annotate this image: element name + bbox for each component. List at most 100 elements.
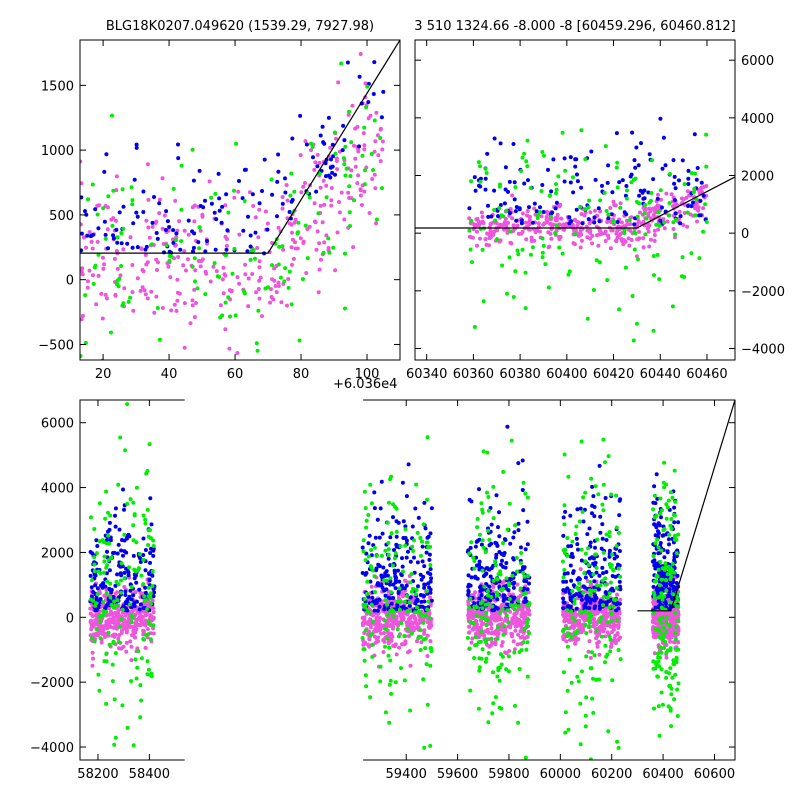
- data-point-violet: [335, 230, 340, 235]
- data-point-green: [92, 569, 97, 574]
- data-point-blue: [283, 190, 288, 195]
- data-point-blue: [519, 221, 524, 226]
- data-point-blue: [506, 189, 510, 194]
- data-point-violet: [113, 591, 118, 596]
- data-point-blue: [699, 180, 704, 185]
- data-point-violet: [490, 630, 495, 635]
- data-point-violet: [118, 273, 123, 278]
- data-point-violet: [375, 611, 380, 616]
- data-point-blue: [652, 563, 657, 568]
- data-point-blue: [500, 558, 504, 563]
- data-point-green: [112, 742, 117, 747]
- data-point-green: [584, 695, 589, 700]
- data-point-violet: [425, 654, 430, 658]
- data-point-green: [383, 548, 388, 553]
- data-point-violet: [659, 197, 663, 202]
- data-point-blue: [657, 523, 662, 528]
- data-point-blue: [129, 597, 134, 602]
- data-point-blue: [508, 541, 513, 546]
- data-point-green: [148, 591, 153, 596]
- data-point-violet: [358, 187, 363, 192]
- data-point-blue: [428, 579, 433, 584]
- data-point-green: [566, 272, 571, 277]
- data-point-green: [614, 618, 619, 623]
- data-point-blue: [567, 215, 572, 220]
- data-point-violet: [194, 301, 198, 305]
- data-point-blue: [102, 219, 107, 224]
- data-point-green: [220, 313, 225, 318]
- panel-full-lightcurve: 58200 58400 59400 59600 59800 60000 60200 60400…: [30, 398, 736, 782]
- data-point-violet: [346, 112, 351, 117]
- data-point-blue: [581, 519, 586, 524]
- data-point-green: [474, 642, 479, 647]
- data-point-violet: [475, 626, 479, 631]
- data-point-green: [395, 627, 400, 632]
- data-point-blue: [502, 551, 507, 555]
- data-point-violet: [223, 327, 228, 332]
- data-point-green: [562, 452, 567, 457]
- data-point-violet: [641, 236, 646, 241]
- data-point-green: [475, 525, 480, 530]
- data-point-blue: [489, 541, 494, 546]
- data-point-violet: [527, 214, 532, 219]
- data-point-blue: [574, 207, 579, 212]
- data-point-violet: [154, 219, 159, 224]
- data-point-green: [386, 547, 391, 552]
- data-point-blue: [109, 590, 114, 595]
- data-point-green: [254, 341, 259, 346]
- data-point-blue: [514, 218, 519, 223]
- data-point-green: [212, 261, 217, 266]
- data-point-green: [465, 635, 470, 640]
- data-point-violet: [466, 599, 471, 604]
- data-point-green: [391, 502, 395, 507]
- data-point-green: [481, 616, 486, 621]
- data-point-green: [489, 595, 494, 599]
- data-point-violet: [409, 620, 413, 625]
- data-point-violet: [595, 233, 599, 238]
- data-point-violet: [582, 213, 587, 218]
- data-point-violet: [257, 265, 262, 270]
- data-point-green: [565, 644, 570, 649]
- data-point-green: [396, 634, 401, 639]
- data-point-blue: [566, 544, 571, 549]
- data-point-green: [597, 619, 602, 624]
- data-point-blue: [428, 531, 433, 536]
- data-point-violet: [595, 644, 600, 649]
- data-point-blue: [571, 583, 576, 588]
- data-point-green: [668, 172, 672, 176]
- data-point-violet: [530, 238, 535, 243]
- data-point-green: [283, 266, 288, 271]
- data-point-green: [106, 510, 110, 515]
- data-point-green: [564, 626, 569, 631]
- data-point-violet: [303, 139, 308, 144]
- data-point-green: [369, 152, 374, 156]
- data-point-green: [490, 711, 495, 716]
- data-point-violet: [583, 612, 588, 617]
- data-point-green: [145, 659, 150, 664]
- data-point-violet: [521, 620, 526, 625]
- data-point-violet: [160, 176, 165, 181]
- data-point-violet: [637, 210, 642, 215]
- data-point-blue: [561, 606, 566, 611]
- data-point-blue: [511, 556, 516, 561]
- data-point-blue: [392, 568, 397, 573]
- data-point-blue: [603, 600, 608, 605]
- data-point-blue: [377, 583, 382, 588]
- data-point-violet: [135, 276, 140, 281]
- data-point-green: [251, 248, 256, 253]
- data-point-violet: [168, 275, 173, 280]
- data-point-violet: [376, 153, 381, 158]
- data-point-violet: [475, 243, 479, 248]
- data-point-green: [104, 701, 109, 706]
- data-point-blue: [497, 534, 502, 539]
- data-point-green: [119, 264, 124, 268]
- x-tick-label: 40: [161, 367, 178, 382]
- data-point-green: [498, 610, 503, 615]
- data-point-blue: [522, 181, 527, 186]
- data-point-green: [505, 291, 509, 296]
- data-point-violet: [247, 190, 252, 195]
- data-point-violet: [329, 198, 334, 203]
- data-point-blue: [423, 526, 428, 531]
- data-point-green: [517, 667, 522, 671]
- data-point-green: [289, 302, 294, 307]
